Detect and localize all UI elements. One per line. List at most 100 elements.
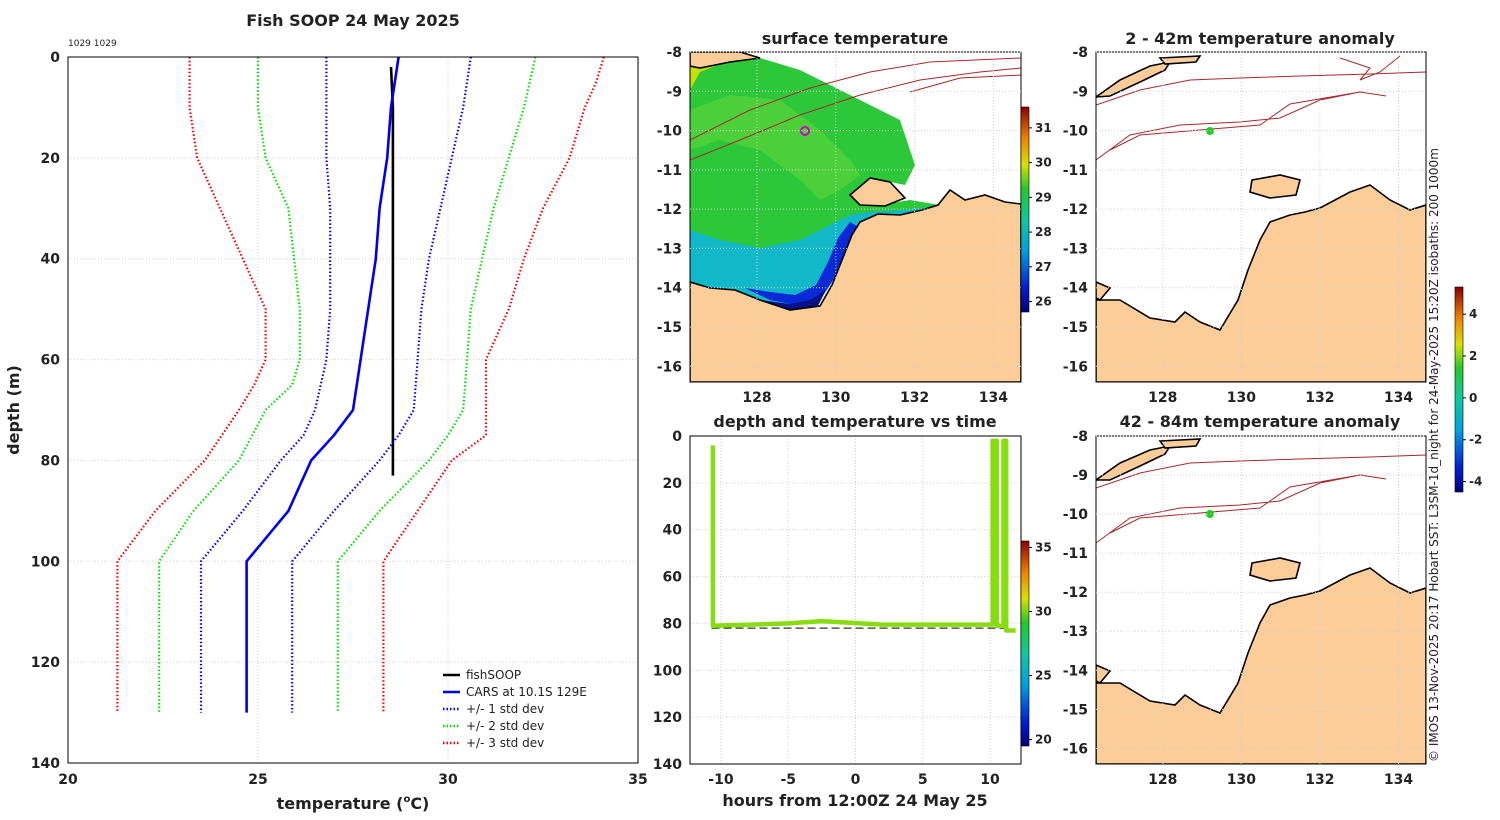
timeplot-title: depth and temperature vs time bbox=[713, 412, 996, 431]
legend-label-1std: +/- 1 std dev bbox=[466, 702, 544, 716]
anom1-lat-label: -10 bbox=[1063, 124, 1089, 140]
anom1-lon-label: 134 bbox=[1384, 390, 1413, 406]
sst-lon-label: 130 bbox=[821, 390, 850, 406]
timeplot-ytick-label: 40 bbox=[663, 523, 683, 539]
sst-field-cold bbox=[745, 222, 860, 306]
sst-cb-label: 29 bbox=[1035, 190, 1052, 204]
anom1-lat-label: -16 bbox=[1063, 359, 1088, 375]
timeplot-xtick-label: 10 bbox=[980, 772, 1000, 788]
copyright-note: © IMOS 13-Nov-2025 20:17 Hobart SST: L3S… bbox=[1427, 148, 1441, 762]
profile-xtick-label: 20 bbox=[58, 772, 78, 788]
sst-isobath-200 bbox=[690, 67, 1021, 161]
profile-legend: fishSOOP CARS at 10.1S 129E +/- 1 std de… bbox=[443, 668, 587, 750]
profile-ytick-label: 80 bbox=[41, 453, 61, 469]
anom1-map bbox=[1096, 52, 1426, 382]
anom1-lon-label: 130 bbox=[1227, 390, 1256, 406]
series-cars-at-10-1s-129e bbox=[245, 56, 400, 713]
sst-lon-label: 134 bbox=[979, 390, 1008, 406]
legend-label-2std: +/- 2 std dev bbox=[466, 719, 544, 733]
anom2-lat-label: -15 bbox=[1063, 702, 1088, 718]
anom2-lat-label: -10 bbox=[1063, 507, 1089, 523]
timeplot-xlabel: hours from 12:00Z 24 May 25 bbox=[722, 791, 987, 810]
profile-ids: 1029 1029 bbox=[68, 39, 117, 49]
legend-label-cars: CARS at 10.1S 129E bbox=[466, 685, 587, 699]
timeplot-ytick-label: 0 bbox=[672, 429, 682, 445]
sst-cb-label: 27 bbox=[1035, 260, 1052, 274]
sst-field-warmer bbox=[690, 95, 860, 200]
anom1-ticks: 128 130 132 134 -8 -9 -10 -11 -12 -13 -14 -15 -16 bbox=[1063, 45, 1426, 406]
sst-field-cool bbox=[690, 206, 945, 308]
sst-lat-label: -16 bbox=[657, 359, 682, 375]
profile-ytick-label: 120 bbox=[31, 655, 60, 671]
timeplot-xtick-label: 5 bbox=[918, 772, 928, 788]
sst-cb-label: 31 bbox=[1035, 121, 1052, 135]
sst-lat-label: -9 bbox=[666, 84, 682, 100]
profile-ytick-label: 140 bbox=[31, 756, 60, 772]
anom1-lat-label: -15 bbox=[1063, 320, 1088, 336]
anom1-timor bbox=[1096, 60, 1172, 98]
anom2-lat-label: -14 bbox=[1063, 663, 1089, 679]
anom2-island bbox=[1158, 438, 1202, 449]
sst-cb-label: 26 bbox=[1035, 295, 1052, 309]
profile-ticks: 20 25 30 35 0 20 40 60 80 100 120 140 bbox=[31, 50, 648, 788]
anom2-lon-label: 130 bbox=[1227, 772, 1256, 788]
sst-lat-label: -15 bbox=[657, 320, 682, 336]
timeplot-xtick-label: 0 bbox=[851, 772, 861, 788]
timeplot-xtick-label: -10 bbox=[708, 772, 734, 788]
profile-xtick-label: 30 bbox=[438, 772, 458, 788]
timeplot-xtick-label: -5 bbox=[780, 772, 796, 788]
time-cb-label: 25 bbox=[1035, 669, 1052, 683]
profile-xlabel: temperature (oC) bbox=[277, 794, 430, 813]
anom-cb-label: 2 bbox=[1469, 349, 1477, 363]
timeplot-series bbox=[710, 438, 1016, 633]
sst-map-title: surface temperature bbox=[762, 29, 949, 48]
timeplot-ytick-label: 140 bbox=[653, 757, 682, 773]
sst-map-ticks: 128 130 132 134 -8 -9 -10 -11 -12 -13 -14 -15 -16 bbox=[657, 45, 1021, 406]
anom2-lon-label: 128 bbox=[1148, 772, 1177, 788]
anom2-lat-label: -11 bbox=[1063, 546, 1088, 562]
anom2-lat-label: -13 bbox=[1063, 624, 1088, 640]
anom1-lon-label: 128 bbox=[1148, 390, 1177, 406]
anom-cb-label: 4 bbox=[1469, 307, 1477, 321]
timeplot-ytick-label: 80 bbox=[663, 616, 683, 632]
sst-lat-label: -11 bbox=[657, 163, 682, 179]
sst-cb-label: 28 bbox=[1035, 225, 1052, 239]
anom1-island bbox=[1158, 55, 1202, 65]
anom2-map bbox=[1096, 436, 1426, 764]
anom1-title: 2 - 42m temperature anomaly bbox=[1125, 29, 1395, 48]
anom-cb-label: -2 bbox=[1469, 433, 1482, 447]
sst-map-timor bbox=[690, 52, 761, 69]
series--3-std-dev bbox=[382, 56, 605, 713]
anom2-lon-label: 134 bbox=[1384, 772, 1413, 788]
sst-map-land bbox=[690, 188, 1021, 382]
series-fishsoop bbox=[389, 67, 395, 476]
anom-cb-label: 0 bbox=[1469, 391, 1477, 405]
timeplot-grid bbox=[690, 435, 1021, 765]
anom2-lat-label: -16 bbox=[1063, 741, 1088, 757]
profile-series bbox=[116, 56, 605, 713]
sst-lat-label: -14 bbox=[657, 281, 683, 297]
legend-label-3std: +/- 3 std dev bbox=[466, 736, 544, 750]
sst-colorbar bbox=[1020, 106, 1030, 313]
anom2-lon-label: 132 bbox=[1305, 772, 1334, 788]
anom1-lat-label: -13 bbox=[1063, 241, 1088, 257]
timeplot-frame bbox=[689, 435, 1022, 765]
anom1-lat-label: -11 bbox=[1063, 163, 1088, 179]
profile-xtick-label: 35 bbox=[628, 772, 647, 788]
sst-lat-label: -10 bbox=[657, 124, 683, 140]
anomaly-colorbar bbox=[1454, 286, 1464, 493]
sst-lat-label: -8 bbox=[666, 45, 682, 61]
profile-ytick-label: 60 bbox=[41, 353, 61, 369]
series--2-std-dev bbox=[336, 56, 537, 713]
sst-lat-label: -12 bbox=[657, 202, 682, 218]
profile-ytick-label: 0 bbox=[50, 50, 60, 66]
profile-ytick-label: 40 bbox=[41, 252, 61, 268]
time-cb-label: 20 bbox=[1035, 733, 1052, 747]
anom1-land bbox=[1096, 184, 1426, 382]
anom2-lat-label: -8 bbox=[1072, 429, 1088, 445]
sst-isobath-1000 bbox=[690, 57, 1021, 141]
anom2-ticks: 128 130 132 134 -8 -9 -10 -11 -12 -13 -14 -15 -16 bbox=[1063, 429, 1426, 788]
series--2-std-dev bbox=[158, 57, 301, 713]
